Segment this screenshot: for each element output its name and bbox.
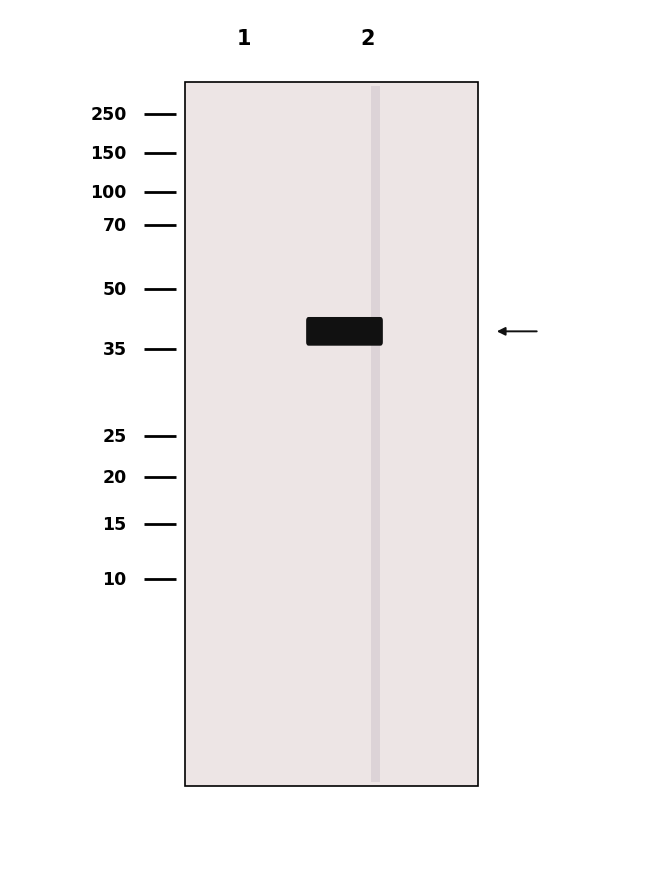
Text: 25: 25 (103, 428, 127, 445)
Text: 20: 20 (103, 468, 127, 486)
Text: 10: 10 (103, 571, 127, 588)
FancyBboxPatch shape (306, 317, 383, 346)
Text: 35: 35 (103, 341, 127, 358)
Text: 1: 1 (237, 30, 251, 49)
Text: 15: 15 (103, 515, 127, 533)
Text: 100: 100 (90, 184, 127, 202)
Bar (371, 87, 380, 782)
Bar (185, 83, 478, 786)
Text: 250: 250 (90, 106, 127, 123)
Text: 70: 70 (103, 217, 127, 235)
Text: 150: 150 (90, 145, 127, 163)
Text: 2: 2 (360, 30, 374, 49)
Text: 50: 50 (103, 281, 127, 298)
